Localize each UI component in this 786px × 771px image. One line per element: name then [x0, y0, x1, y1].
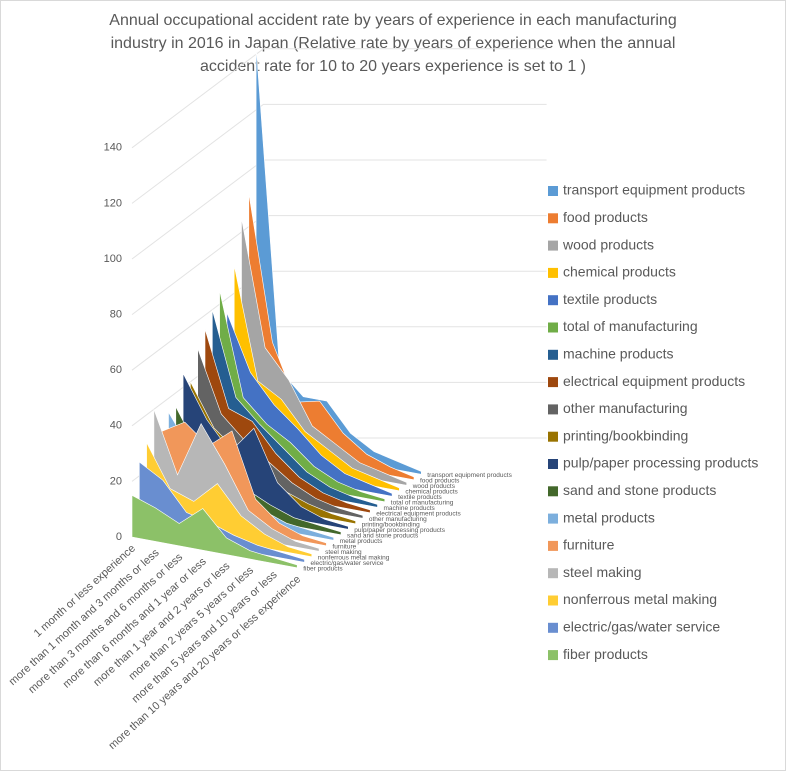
legend-label: nonferrous metal making	[563, 591, 717, 607]
legend-label: steel making	[563, 564, 642, 580]
legend-swatch	[548, 459, 558, 469]
series-axis-label: wood products	[412, 483, 456, 490]
legend-swatch	[548, 404, 558, 415]
series-axis-label: nonferrous metal making	[318, 555, 390, 562]
legend-swatch	[548, 650, 558, 661]
chart-title: accident rate for 10 to 20 years experie…	[200, 58, 586, 75]
y-tick-label: 0	[116, 531, 122, 543]
legend-label: electric/gas/water service	[563, 619, 720, 635]
legend-label: machine products	[563, 346, 674, 362]
legend-swatch	[548, 186, 558, 196]
series-axis-label: furniture	[332, 544, 356, 551]
series-axis-label: other manufacturing	[369, 516, 427, 523]
legend-swatch	[548, 213, 558, 224]
series-axis-label: fiber products	[303, 566, 343, 573]
area	[131, 494, 298, 569]
legend-label: metal products	[563, 509, 655, 525]
series-axis-label: chemical products	[405, 489, 458, 496]
legend-label: fiber products	[563, 646, 648, 662]
series-axis-label: metal products	[340, 538, 383, 545]
y-tick-label: 100	[104, 253, 122, 265]
legend-label: furniture	[563, 537, 615, 553]
legend-label: food products	[563, 209, 648, 225]
chart-title: Annual occupational accident rate by yea…	[109, 12, 676, 29]
legend-swatch	[548, 322, 558, 333]
legend-label: textile products	[563, 291, 657, 307]
series-axis-label: transport equipment products	[427, 472, 512, 479]
legend-swatch	[548, 377, 558, 388]
legend-swatch	[548, 349, 558, 360]
legend-swatch	[548, 431, 558, 442]
legend-label: chemical products	[563, 264, 676, 280]
legend-swatch	[548, 267, 558, 278]
series-axis-label: sand and stone products	[347, 533, 419, 540]
legend-label: sand and stone products	[563, 482, 716, 498]
legend-label: wood products	[562, 236, 654, 252]
legend-swatch	[548, 295, 558, 306]
series-axis-label: pulp/paper processing products	[354, 527, 445, 534]
y-tick-label: 60	[110, 364, 122, 376]
series-axis-label: textile products	[398, 494, 442, 501]
series-axis-label: steel making	[325, 549, 362, 556]
legend-label: transport equipment products	[563, 182, 745, 198]
series-axis-label: total of manufacturing	[391, 500, 454, 507]
y-tick-label: 20	[110, 475, 122, 487]
grid-line	[131, 103, 547, 204]
legend-swatch	[548, 622, 558, 633]
y-tick-label: 140	[104, 142, 122, 154]
legend-label: total of manufacturing	[563, 318, 698, 334]
legend-label: printing/bookbinding	[563, 427, 688, 443]
chart-title: industry in 2016 in Japan (Relative rate…	[111, 35, 676, 52]
series-axis-label: printing/bookbinding	[362, 522, 421, 529]
series-axis-label: machine products	[384, 505, 436, 512]
legend-swatch	[548, 486, 558, 497]
legend-swatch	[548, 595, 558, 606]
legend-label: other manufacturing	[563, 400, 688, 416]
y-tick-label: 120	[104, 197, 122, 209]
legend-swatch	[548, 540, 558, 551]
series-axis-label: electrical equipment products	[376, 511, 461, 518]
legend-label: pulp/paper processing products	[563, 455, 758, 471]
series-axis-label: electric/gas/water service	[311, 560, 384, 567]
y-tick-label: 80	[110, 309, 122, 321]
series-axis-label: food products	[420, 478, 460, 485]
legend-swatch	[548, 513, 558, 524]
grid-line	[131, 48, 547, 149]
legend-label: electrical equipment products	[563, 373, 745, 389]
legend-swatch	[548, 568, 558, 579]
y-tick-label: 40	[110, 420, 122, 432]
legend-swatch	[548, 240, 558, 251]
